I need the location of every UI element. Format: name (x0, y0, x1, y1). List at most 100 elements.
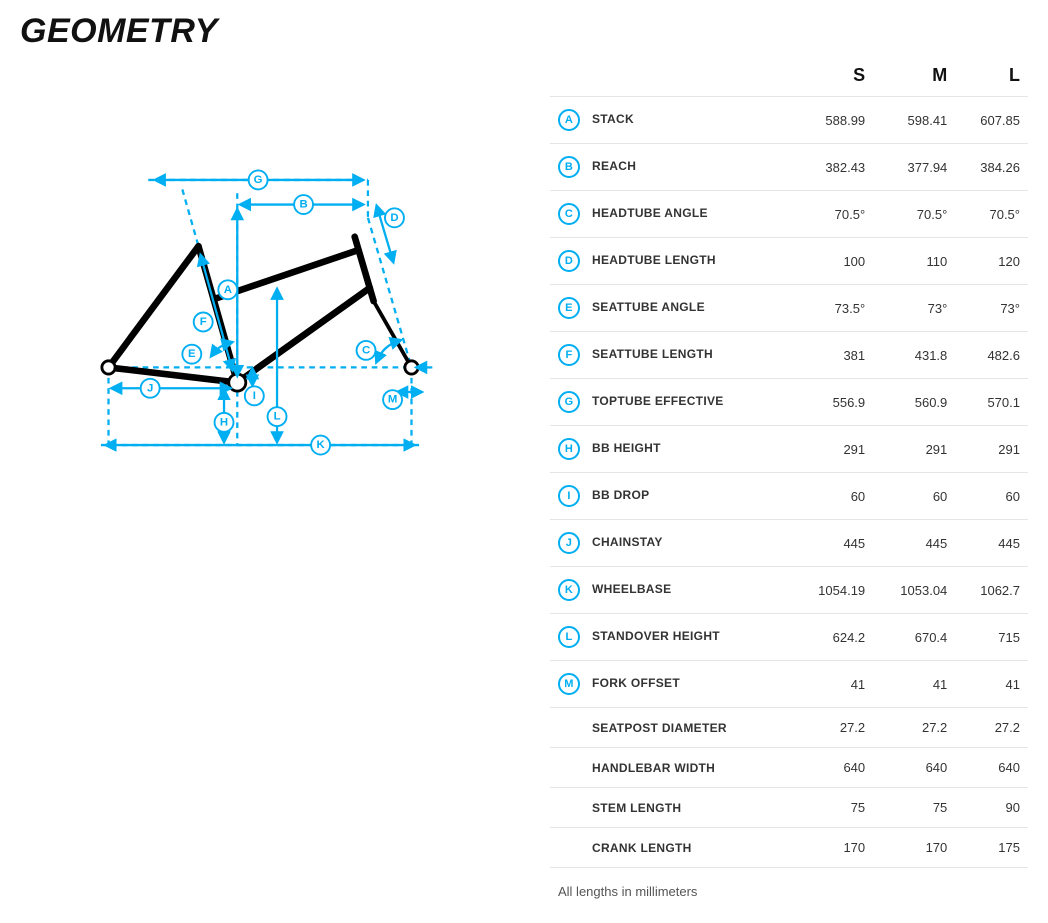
row-value: 715 (955, 614, 1028, 661)
geometry-key-badge: C (558, 203, 580, 225)
row-value: 75 (873, 788, 955, 828)
row-label-text: WHEELBASE (592, 582, 671, 596)
row-label-text: SEATTUBE ANGLE (592, 300, 705, 314)
row-value: 60 (873, 473, 955, 520)
row-value: 445 (955, 520, 1028, 567)
row-value: 75 (791, 788, 873, 828)
table-footnote: All lengths in millimeters (550, 868, 1028, 899)
row-value: 41 (873, 661, 955, 708)
geometry-key-badge: G (558, 391, 580, 413)
row-value: 381 (791, 332, 873, 379)
diagram-label-A: A (218, 280, 237, 299)
row-label-text: STANDOVER HEIGHT (592, 629, 720, 643)
row-label: HANDLEBAR WIDTH (550, 748, 791, 788)
table-row: STEM LENGTH757590 (550, 788, 1028, 828)
row-value: 640 (791, 748, 873, 788)
diagram-label-F: F (194, 313, 213, 332)
svg-text:J: J (147, 382, 153, 394)
row-label: FSEATTUBE LENGTH (550, 332, 791, 379)
row-value: 624.2 (791, 614, 873, 661)
svg-text:G: G (254, 174, 263, 186)
svg-text:I: I (253, 390, 256, 402)
row-label-text: STEM LENGTH (592, 801, 681, 815)
row-value: 1054.19 (791, 567, 873, 614)
row-label: HBB HEIGHT (550, 426, 791, 473)
row-label-text: HEADTUBE LENGTH (592, 253, 716, 267)
row-label-text: BB HEIGHT (592, 441, 661, 455)
row-label-text: STACK (592, 112, 634, 126)
table-row: CRANK LENGTH170170175 (550, 828, 1028, 868)
row-value: 556.9 (791, 379, 873, 426)
row-value: 27.2 (791, 708, 873, 748)
diagram-label-E: E (182, 345, 201, 364)
table-row: LSTANDOVER HEIGHT624.2670.4715 (550, 614, 1028, 661)
row-value: 560.9 (873, 379, 955, 426)
table-row: CHEADTUBE ANGLE70.5°70.5°70.5° (550, 191, 1028, 238)
page-title: GEOMETRY (20, 12, 1028, 51)
row-value: 377.94 (873, 144, 955, 191)
table-row: HBB HEIGHT291291291 (550, 426, 1028, 473)
row-label: DHEADTUBE LENGTH (550, 238, 791, 285)
table-row: BREACH382.43377.94384.26 (550, 144, 1028, 191)
row-value: 27.2 (873, 708, 955, 748)
row-label-text: CHAINSTAY (592, 535, 663, 549)
diagram-label-J: J (141, 379, 160, 398)
geometry-key-badge: I (558, 485, 580, 507)
diagram-label-C: C (357, 341, 376, 360)
row-value: 60 (791, 473, 873, 520)
row-label: I BB DROP (550, 473, 791, 520)
row-value: 73° (955, 285, 1028, 332)
diagram-label-M: M (383, 390, 402, 409)
row-value: 41 (955, 661, 1028, 708)
row-value: 598.41 (873, 97, 955, 144)
row-label: SEATPOST DIAMETER (550, 708, 791, 748)
table-row: HANDLEBAR WIDTH640640640 (550, 748, 1028, 788)
diagram-label-I: I (245, 386, 264, 405)
row-value: 70.5° (873, 191, 955, 238)
row-value: 120 (955, 238, 1028, 285)
row-value: 588.99 (791, 97, 873, 144)
table-row: G TOPTUBE EFFECTIVE 556.9560.9570.1 (550, 379, 1028, 426)
geometry-key-badge: J (558, 532, 580, 554)
row-value: 73.5° (791, 285, 873, 332)
table-header-row: S M L (550, 61, 1028, 97)
table-row: SEATPOST DIAMETER27.227.227.2 (550, 708, 1028, 748)
row-value: 570.1 (955, 379, 1028, 426)
diagram-label-H: H (215, 413, 234, 432)
row-value: 73° (873, 285, 955, 332)
row-value: 70.5° (791, 191, 873, 238)
row-value: 175 (955, 828, 1028, 868)
row-value: 170 (873, 828, 955, 868)
svg-text:B: B (299, 199, 307, 211)
diagram-label-L: L (268, 407, 287, 426)
row-value: 110 (873, 238, 955, 285)
diagram-label-G: G (249, 170, 268, 189)
svg-text:M: M (388, 394, 397, 406)
diagram-label-B: B (294, 195, 313, 214)
geometry-key-badge: E (558, 297, 580, 319)
geometry-key-badge: M (558, 673, 580, 695)
row-label: A STACK (550, 97, 791, 144)
row-value: 70.5° (955, 191, 1028, 238)
table-row: ASTACK588.99598.41607.85 (550, 97, 1028, 144)
row-label-text: BB DROP (592, 488, 649, 502)
row-value: 431.8 (873, 332, 955, 379)
size-header: S (791, 61, 873, 97)
geometry-key-badge: B (558, 156, 580, 178)
row-label-text: TOPTUBE EFFECTIVE (592, 394, 724, 408)
row-label-text: SEATPOST DIAMETER (592, 721, 727, 735)
row-label-text: HANDLEBAR WIDTH (592, 761, 715, 775)
svg-text:H: H (220, 416, 228, 428)
svg-text:A: A (224, 284, 232, 296)
row-label: KWHEELBASE (550, 567, 791, 614)
diagram-label-D: D (385, 208, 404, 227)
geometry-key-badge: A (558, 109, 580, 131)
row-value: 291 (873, 426, 955, 473)
row-value: 640 (955, 748, 1028, 788)
row-value: 482.6 (955, 332, 1028, 379)
size-header: L (955, 61, 1028, 97)
row-value: 1053.04 (873, 567, 955, 614)
table-row: KWHEELBASE1054.191053.041062.7 (550, 567, 1028, 614)
svg-text:F: F (200, 316, 207, 328)
table-row: FSEATTUBE LENGTH381431.8482.6 (550, 332, 1028, 379)
